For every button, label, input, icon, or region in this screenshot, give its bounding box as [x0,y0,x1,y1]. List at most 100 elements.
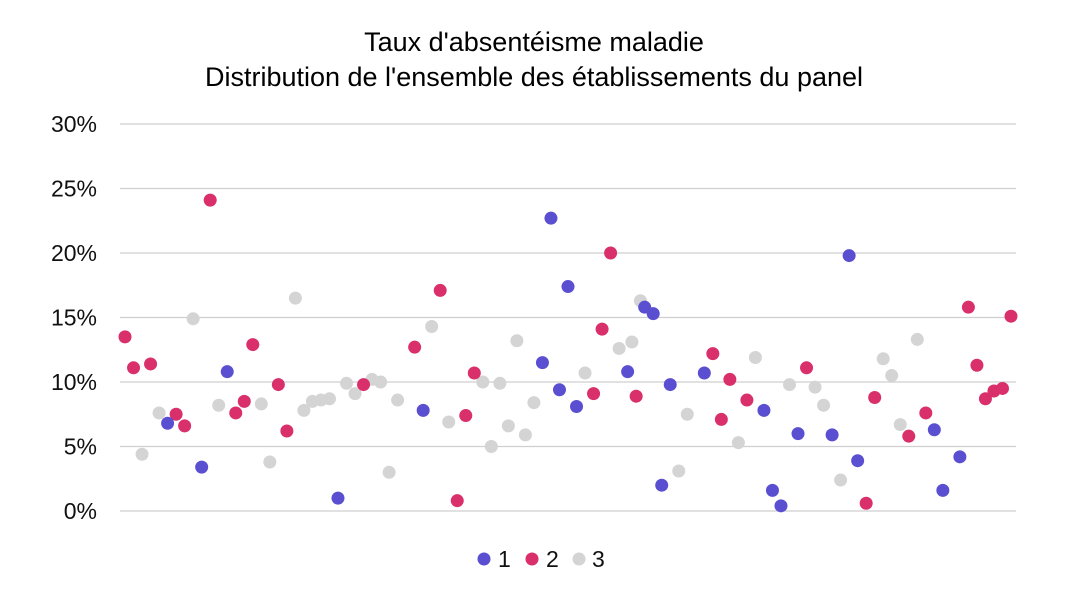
legend-marker-2 [525,552,539,566]
y-tick-label: 15% [51,305,97,331]
data-point-series-3 [808,380,822,394]
data-point-series-3 [748,350,762,364]
data-point-series-2 [280,424,294,438]
data-point-series-2 [919,406,933,420]
data-point-series-3 [186,312,200,326]
y-tick-label: 25% [51,176,97,202]
legend: 1 2 3 [477,546,605,572]
data-point-series-2 [169,407,183,421]
data-point-series-1 [851,454,865,468]
data-point-series-3 [212,398,226,412]
data-point-series-3 [625,335,639,349]
legend-marker-1 [477,552,491,566]
data-point-series-3 [885,369,899,383]
chart-title-line-1: Taux d'absentéisme maladie [364,27,704,57]
data-point-series-3 [425,320,439,334]
data-point-series-2 [144,357,158,371]
data-point-series-3 [348,387,362,401]
data-point-series-3 [135,447,149,461]
y-tick-label: 20% [51,240,97,266]
data-point-series-1 [646,307,660,321]
data-point-series-1 [825,428,839,442]
data-point-series-1 [161,416,175,430]
data-point-series-2 [467,366,481,380]
legend-label-3: 3 [592,546,605,572]
data-point-series-3 [578,366,592,380]
data-point-series-2 [357,378,371,392]
data-point-series-3 [254,397,268,411]
data-point-series-1 [195,460,209,474]
legend-label-1: 1 [498,546,511,572]
data-point-series-3 [672,464,686,478]
data-point-series-3 [297,403,311,417]
data-point-series-3 [783,378,796,392]
data-point-series-3 [501,419,515,433]
data-point-series-2 [237,394,251,408]
data-point-series-1 [757,403,771,417]
data-point-series-3 [527,396,541,410]
data-point-series-2 [450,494,464,508]
data-point-series-2 [459,409,473,423]
y-tick-label: 0% [64,498,97,524]
data-point-series-3 [493,376,507,390]
data-point-series-2 [859,496,873,510]
data-point-series-3 [731,436,745,450]
y-axis-tick-labels: 0% 5% 10% 15% 20% 25% 30% [51,111,97,524]
data-point-series-1 [655,478,669,492]
gridlines [120,123,1016,512]
data-point-series-3 [910,332,924,346]
data-points [118,193,1018,513]
data-point-series-3 [382,465,396,479]
data-point-series-2 [433,283,447,297]
data-point-series-1 [561,280,575,294]
data-point-series-2 [995,381,1009,395]
data-point-series-2 [604,246,618,260]
data-point-series-1 [220,365,234,379]
legend-label-2: 2 [546,546,559,572]
data-point-series-1 [570,400,584,414]
data-point-series-1 [774,499,788,513]
data-point-series-3 [476,375,490,389]
data-point-series-3 [263,455,277,469]
data-point-series-1 [927,423,941,437]
data-point-series-3 [876,352,890,366]
data-point-series-2 [595,322,609,336]
data-point-series-3 [817,398,831,412]
data-point-series-1 [765,483,779,497]
data-point-series-2 [723,372,737,386]
data-point-series-2 [587,387,601,401]
data-point-series-3 [152,406,166,420]
data-point-series-3 [374,375,388,389]
data-point-series-3 [612,341,626,355]
y-tick-label: 5% [64,434,97,460]
data-point-series-1 [663,378,677,392]
data-point-series-3 [518,428,532,442]
data-point-series-2 [961,300,975,314]
data-point-series-2 [408,340,422,354]
y-tick-label: 10% [51,369,97,395]
data-point-series-1 [544,211,558,225]
data-point-series-2 [902,429,916,443]
chart-title-line-2: Distribution de l'ensemble des établisse… [205,62,863,92]
data-point-series-1 [936,483,950,497]
data-point-series-2 [229,406,243,420]
data-point-series-2 [706,347,720,361]
data-point-series-2 [740,393,754,407]
data-point-series-1 [535,356,549,370]
data-point-series-1 [416,403,430,417]
data-point-series-3 [680,407,694,421]
data-point-series-1 [697,366,711,380]
data-point-series-2 [629,389,643,403]
data-point-series-2 [1004,309,1018,323]
data-point-series-3 [442,415,456,429]
data-point-series-1 [953,450,967,464]
data-point-series-2 [978,392,992,406]
data-point-series-2 [970,358,984,372]
data-point-series-2 [714,412,728,426]
data-point-series-3 [322,392,336,406]
data-point-series-2 [118,330,132,344]
y-tick-label: 30% [51,111,97,137]
data-point-series-3 [893,418,907,432]
data-point-series-2 [203,193,217,207]
